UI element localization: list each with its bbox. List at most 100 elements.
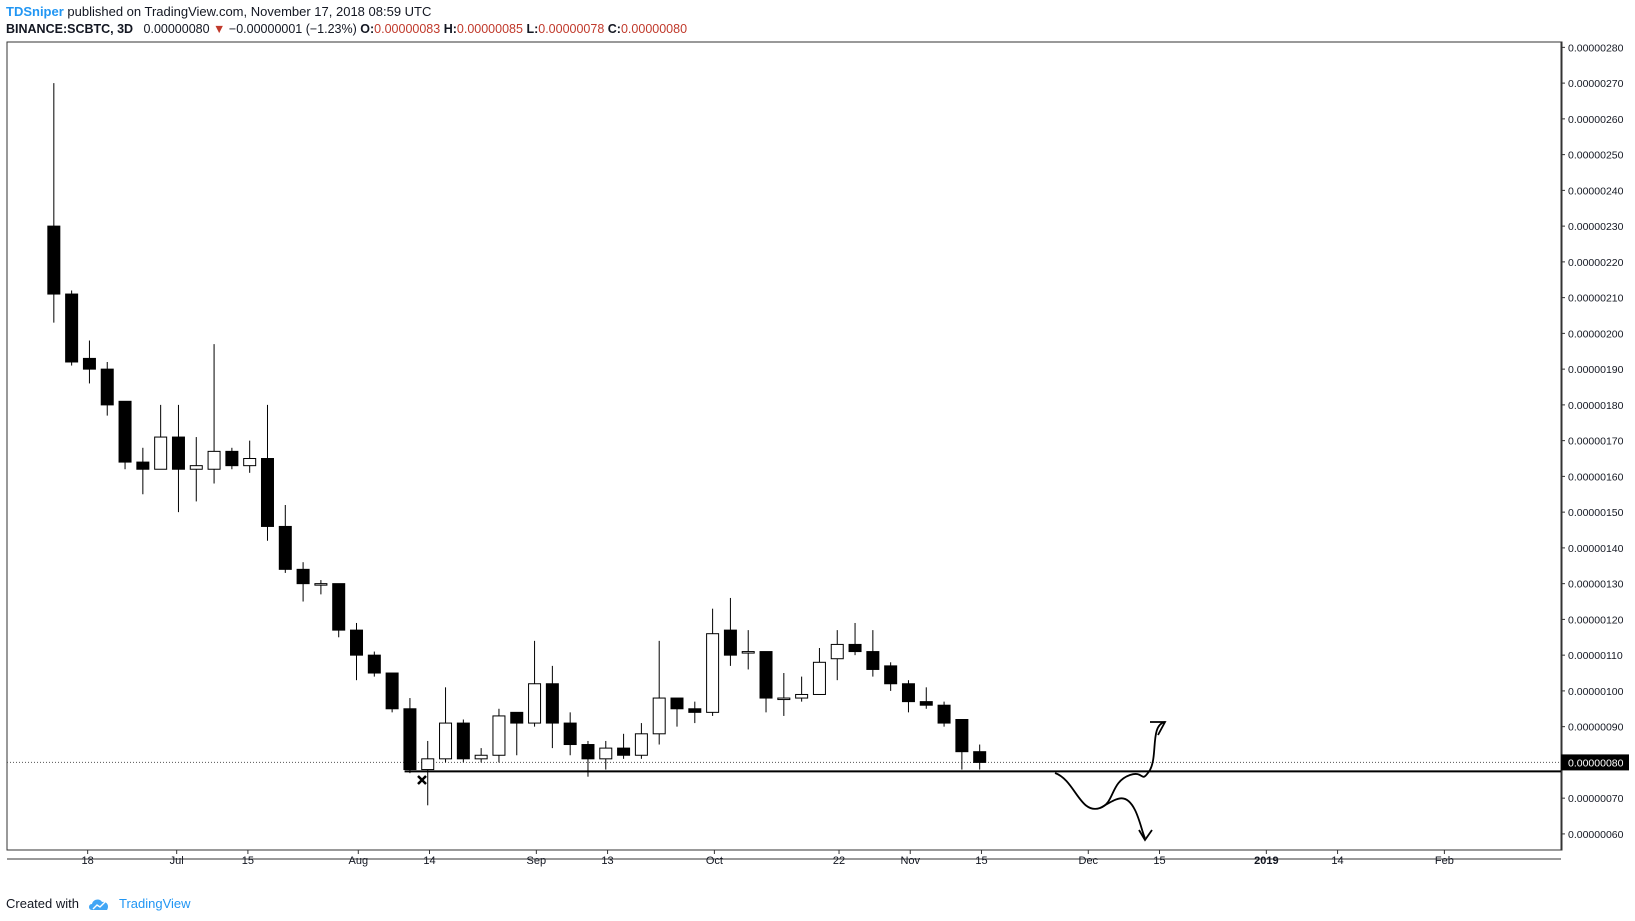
candle-up[interactable] bbox=[189, 465, 203, 470]
y-tick-label: 0.00000200 bbox=[1568, 328, 1624, 340]
x-tick-label: 14 bbox=[423, 855, 435, 867]
last-value: 0.00000080 bbox=[143, 22, 210, 36]
tradingview-brand-link[interactable]: TradingView bbox=[118, 896, 191, 911]
candle-up[interactable] bbox=[634, 733, 648, 756]
candle-down[interactable] bbox=[510, 711, 524, 724]
candle-up[interactable] bbox=[492, 715, 506, 756]
candle-down[interactable] bbox=[545, 683, 559, 724]
candle-down[interactable] bbox=[919, 701, 933, 706]
publish-date-text: published on TradingView.com, November 1… bbox=[63, 4, 432, 19]
candle-down[interactable] bbox=[955, 719, 969, 753]
candle-up[interactable] bbox=[474, 754, 488, 760]
y-tick-label: 0.00000260 bbox=[1568, 114, 1624, 126]
candle-up[interactable] bbox=[528, 683, 542, 724]
open-label: O: bbox=[360, 22, 375, 36]
candle-down[interactable] bbox=[118, 400, 132, 463]
candle-down[interactable] bbox=[403, 708, 417, 771]
y-tick-label: 0.00000240 bbox=[1568, 185, 1624, 197]
tradingview-cloud-icon[interactable] bbox=[87, 897, 111, 911]
arrow-up-icon bbox=[1150, 721, 1167, 736]
y-tick-label: 0.00000130 bbox=[1568, 579, 1624, 591]
x-tick-label: Dec bbox=[1079, 855, 1099, 867]
candle-down[interactable] bbox=[385, 672, 399, 710]
y-tick-label: 0.00000070 bbox=[1568, 793, 1624, 805]
candle-down[interactable] bbox=[723, 629, 737, 656]
candle-down[interactable] bbox=[65, 293, 79, 363]
candle-down[interactable] bbox=[296, 568, 310, 585]
last-price-label: 0.00000080 bbox=[1568, 757, 1624, 769]
footer: Created with TradingView bbox=[6, 896, 191, 911]
arrow-down-icon bbox=[1138, 829, 1153, 842]
x-tick-label: 22 bbox=[833, 855, 845, 867]
candle-down[interactable] bbox=[866, 651, 880, 670]
candle-down[interactable] bbox=[901, 683, 915, 703]
candle-up[interactable] bbox=[599, 747, 613, 760]
candle-down[interactable] bbox=[260, 458, 274, 527]
y-tick-label: 0.00000170 bbox=[1568, 436, 1624, 448]
candle-up[interactable] bbox=[652, 697, 666, 735]
candle-down[interactable] bbox=[100, 368, 114, 406]
candle-down[interactable] bbox=[350, 629, 364, 656]
candle-up[interactable] bbox=[777, 697, 791, 701]
low-label: L: bbox=[526, 22, 539, 36]
candle-down[interactable] bbox=[973, 751, 987, 763]
open-value: 0.00000083 bbox=[374, 22, 441, 36]
down-arrow-icon: ▼ bbox=[213, 22, 226, 36]
candle-up[interactable] bbox=[207, 450, 221, 470]
y-tick-label: 0.00000190 bbox=[1568, 364, 1624, 376]
x-tick-label: 15 bbox=[242, 855, 254, 867]
candle-up[interactable] bbox=[421, 758, 435, 771]
candle-down[interactable] bbox=[136, 461, 150, 470]
candle-down[interactable] bbox=[367, 654, 381, 674]
y-tick-label: 0.00000120 bbox=[1568, 614, 1624, 626]
candle-down[interactable] bbox=[225, 450, 239, 467]
candle-up[interactable] bbox=[795, 693, 809, 699]
candle-up[interactable] bbox=[243, 458, 257, 467]
candle-down[interactable] bbox=[937, 704, 951, 724]
candle-down[interactable] bbox=[332, 583, 346, 631]
close-value: 0.00000080 bbox=[620, 22, 688, 36]
x-tick-label: Feb bbox=[1435, 855, 1454, 867]
candle-up[interactable] bbox=[154, 436, 168, 470]
y-tick-label: 0.00000100 bbox=[1568, 686, 1624, 698]
y-tick-label: 0.00000150 bbox=[1568, 507, 1624, 519]
author-link[interactable]: TDSniper bbox=[6, 4, 64, 19]
x-tick-label: 15 bbox=[975, 855, 987, 867]
symbol-label: BINANCE:SCBTC, 3D bbox=[6, 22, 134, 36]
high-value: 0.00000085 bbox=[456, 22, 523, 36]
candle-down[interactable] bbox=[82, 357, 96, 370]
x-marker-icon bbox=[417, 775, 427, 785]
candle-down[interactable] bbox=[278, 525, 292, 570]
candle-down[interactable] bbox=[563, 722, 577, 746]
candle-down[interactable] bbox=[688, 708, 702, 713]
x-tick-label: 2019 bbox=[1254, 855, 1278, 867]
last-price-tag bbox=[1561, 754, 1629, 771]
x-tick-label: 13 bbox=[601, 855, 613, 867]
x-tick-label: Aug bbox=[349, 855, 369, 867]
candle-down[interactable] bbox=[848, 643, 862, 653]
y-tick-label: 0.00000090 bbox=[1568, 722, 1624, 734]
candle-down[interactable] bbox=[670, 697, 684, 710]
candle-down[interactable] bbox=[884, 665, 898, 685]
candle-up[interactable] bbox=[741, 651, 755, 654]
candle-down[interactable] bbox=[581, 744, 595, 760]
y-tick-label: 0.00000270 bbox=[1568, 78, 1624, 90]
candle-up[interactable] bbox=[439, 722, 453, 760]
created-with-label: Created with bbox=[6, 896, 79, 911]
x-tick-label: Oct bbox=[706, 855, 723, 867]
candle-up[interactable] bbox=[706, 633, 720, 713]
y-tick-label: 0.00000160 bbox=[1568, 471, 1624, 483]
candle-down[interactable] bbox=[456, 722, 470, 760]
candle-down[interactable] bbox=[47, 225, 61, 295]
candle-down[interactable] bbox=[759, 651, 773, 699]
y-tick-label: 0.00000110 bbox=[1568, 650, 1623, 662]
candle-down[interactable] bbox=[617, 747, 631, 756]
y-tick-label: 0.00000210 bbox=[1568, 293, 1624, 305]
close-label: C: bbox=[607, 22, 621, 36]
candle-down[interactable] bbox=[171, 436, 185, 470]
candle-up[interactable] bbox=[830, 643, 844, 660]
candle-up[interactable] bbox=[314, 583, 328, 586]
drawn-path-up bbox=[1054, 721, 1166, 810]
candle-up[interactable] bbox=[812, 661, 826, 695]
